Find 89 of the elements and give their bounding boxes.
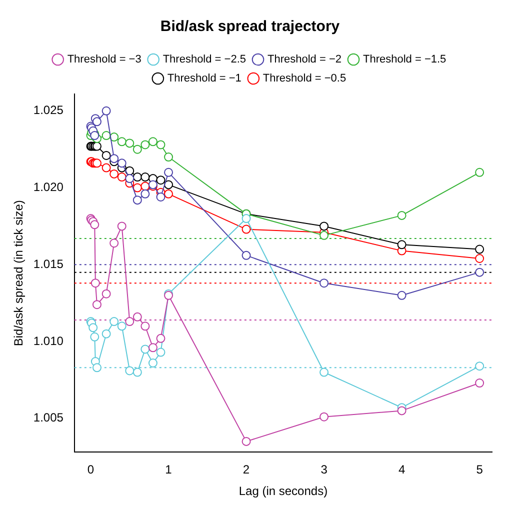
point <box>88 323 98 332</box>
point <box>102 106 111 116</box>
point <box>110 169 119 178</box>
point <box>156 140 166 150</box>
point <box>148 358 158 368</box>
point <box>156 176 166 185</box>
point <box>475 378 484 388</box>
point <box>164 152 174 162</box>
point <box>156 334 166 343</box>
y-axis-title: Bid/ask spread (in tick size) <box>12 200 26 346</box>
point <box>117 172 126 182</box>
point <box>140 344 150 354</box>
legend-label: Threshold = −1.5 <box>362 54 446 66</box>
point <box>102 150 111 160</box>
point <box>110 238 119 248</box>
legend-label: Threshold = −3 <box>67 54 142 66</box>
point <box>132 368 142 377</box>
y-tick-label: 1.005 <box>33 410 64 425</box>
point <box>164 180 174 190</box>
point <box>475 254 484 263</box>
y-tick-label: 1.025 <box>33 103 64 118</box>
point <box>110 132 119 142</box>
point <box>242 436 251 446</box>
x-tick-label: 2 <box>242 462 250 477</box>
point <box>475 268 484 277</box>
point <box>117 137 126 146</box>
point <box>475 244 484 254</box>
point <box>140 189 150 198</box>
point <box>320 278 329 288</box>
point <box>125 366 134 376</box>
point <box>117 158 126 168</box>
legend-label: Threshold = −2.5 <box>162 54 246 66</box>
point <box>397 210 406 220</box>
legend-label: Threshold = −0.5 <box>262 72 346 85</box>
point <box>140 172 150 182</box>
point <box>475 362 484 371</box>
point <box>320 230 329 240</box>
x-tick-label: 3 <box>320 462 328 477</box>
point <box>90 278 100 288</box>
point <box>102 131 111 140</box>
point <box>102 329 111 338</box>
y-tick-label: 1.010 <box>33 334 64 348</box>
point <box>320 368 329 377</box>
x-axis-title: Lag (in seconds) <box>238 484 328 498</box>
point <box>397 240 406 250</box>
x-tick-label: 5 <box>476 462 484 477</box>
point <box>132 196 142 205</box>
point <box>148 343 158 352</box>
point <box>242 214 251 224</box>
point <box>397 406 406 416</box>
x-tick-label: 0 <box>87 462 94 477</box>
point <box>90 220 100 230</box>
point <box>242 250 251 260</box>
x-tick-label: 1 <box>165 462 172 477</box>
point <box>156 192 166 202</box>
legend-label: Threshold = −1 <box>167 72 242 85</box>
point <box>132 172 142 182</box>
point <box>117 322 126 331</box>
point <box>92 363 102 372</box>
point <box>102 289 111 298</box>
point <box>125 174 134 184</box>
point <box>164 168 174 177</box>
point <box>110 154 119 164</box>
point <box>125 317 134 326</box>
point <box>92 117 102 126</box>
point <box>132 183 142 192</box>
point <box>90 332 100 342</box>
point <box>320 222 329 231</box>
point <box>102 163 111 172</box>
point <box>140 322 150 331</box>
y-tick-label: 1.015 <box>33 256 64 271</box>
point <box>125 138 134 148</box>
point <box>164 189 174 198</box>
point <box>148 137 158 146</box>
point <box>475 168 484 177</box>
point <box>117 222 126 231</box>
point <box>242 224 251 234</box>
point <box>110 317 119 326</box>
point <box>140 140 150 150</box>
x-tick-label: 4 <box>398 462 406 477</box>
point <box>132 144 142 154</box>
point <box>132 312 142 322</box>
y-tick-label: 1.020 <box>33 180 64 194</box>
legend-label: Threshold = −2 <box>268 54 342 66</box>
chart-title: Bid/ask spread trajectory <box>160 18 340 36</box>
point <box>156 348 166 357</box>
point <box>320 412 329 422</box>
point <box>397 290 406 300</box>
point <box>92 300 102 310</box>
